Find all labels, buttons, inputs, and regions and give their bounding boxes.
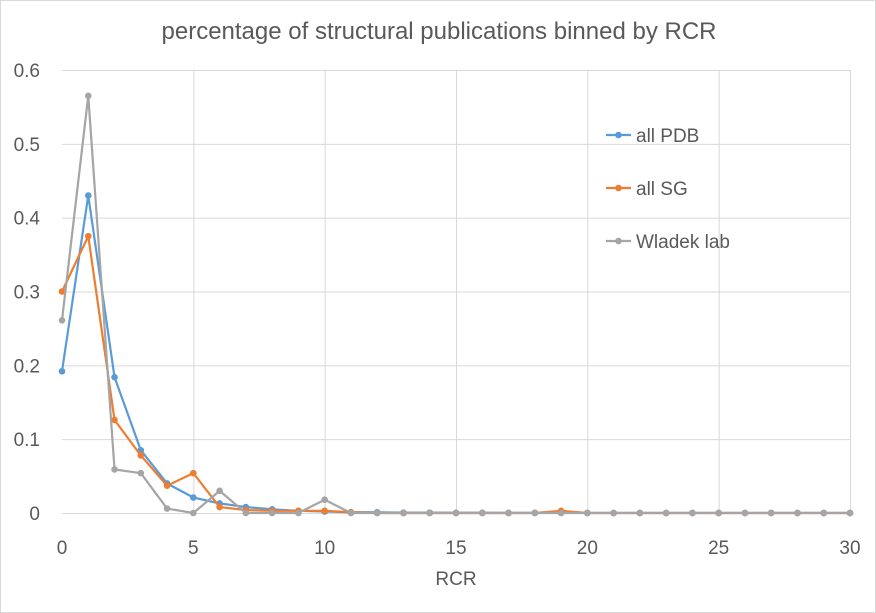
data-point: [137, 452, 145, 459]
data-point: [373, 509, 381, 517]
data-point: [242, 509, 250, 517]
data-point: [689, 509, 696, 517]
data-point: [400, 509, 407, 517]
data-point: [268, 509, 276, 517]
data-point: [163, 482, 171, 489]
data-point: [111, 373, 118, 381]
data-point: [741, 509, 749, 517]
data-point: [111, 416, 118, 424]
data-point: [846, 509, 854, 517]
x-tick-label: 0: [57, 538, 68, 559]
data-point: [820, 509, 828, 517]
data-point: [84, 92, 92, 100]
chart-title: percentage of structural publications bi…: [162, 18, 717, 45]
data-point: [794, 509, 801, 517]
x-tick-label: 5: [188, 538, 199, 559]
data-point: [295, 509, 302, 517]
data-point: [216, 487, 223, 495]
x-tick-label: 30: [839, 538, 860, 559]
legend-item: all PDB: [606, 126, 699, 147]
data-point: [190, 509, 197, 517]
y-tick-label: 0.5: [14, 135, 40, 156]
data-point: [426, 509, 434, 517]
y-tick-label: 0: [29, 504, 40, 525]
x-tick-label: 15: [445, 538, 466, 559]
data-point: [584, 509, 591, 517]
y-axis-ticks: 0 0.1 0.2 0.3 0.4 0.5 0.6: [14, 61, 41, 525]
legend-swatch-marker: [615, 237, 622, 245]
data-point: [531, 509, 539, 517]
data-point: [321, 507, 328, 515]
series-group: [58, 92, 854, 517]
x-axis-label: RCR: [435, 569, 476, 590]
y-tick-label: 0.2: [14, 356, 40, 377]
x-tick-label: 25: [708, 538, 729, 559]
data-point: [636, 509, 644, 517]
y-tick-label: 0.3: [14, 283, 40, 304]
legend-swatch-marker: [615, 184, 622, 192]
data-point: [163, 505, 171, 512]
data-point: [84, 192, 92, 199]
legend-item: Wladek lab: [606, 232, 730, 253]
y-tick-label: 0.6: [14, 61, 40, 82]
data-point: [347, 509, 355, 517]
data-point: [58, 367, 66, 375]
data-point: [321, 496, 328, 504]
data-point: [111, 466, 118, 473]
data-point: [58, 288, 66, 295]
x-tick-label: 20: [577, 538, 598, 559]
data-point: [216, 503, 223, 511]
data-point: [767, 509, 775, 517]
legend-swatch-marker: [615, 131, 622, 139]
data-point: [452, 509, 460, 517]
x-tick-label: 10: [314, 538, 335, 559]
data-point: [662, 509, 670, 517]
data-point: [58, 316, 66, 324]
legend-item: all SG: [606, 179, 688, 200]
x-axis-ticks: 0 5 10 15 20 25 30: [57, 538, 861, 559]
legend-label: all SG: [636, 179, 688, 200]
legend-label: all PDB: [636, 126, 699, 147]
data-point: [190, 469, 197, 477]
data-point: [715, 509, 722, 517]
data-point: [137, 469, 145, 477]
y-tick-label: 0.4: [14, 209, 41, 230]
gridlines: [62, 70, 851, 514]
legend-label: Wladek lab: [636, 232, 730, 253]
data-point: [190, 494, 197, 501]
data-point: [610, 509, 617, 517]
data-point: [505, 509, 512, 517]
data-point: [84, 232, 92, 240]
series-layer: [58, 92, 854, 517]
data-point: [478, 509, 486, 517]
y-tick-label: 0.1: [14, 430, 40, 451]
legend: all PDB all SG Wladek lab: [606, 126, 730, 253]
data-point: [557, 509, 565, 517]
